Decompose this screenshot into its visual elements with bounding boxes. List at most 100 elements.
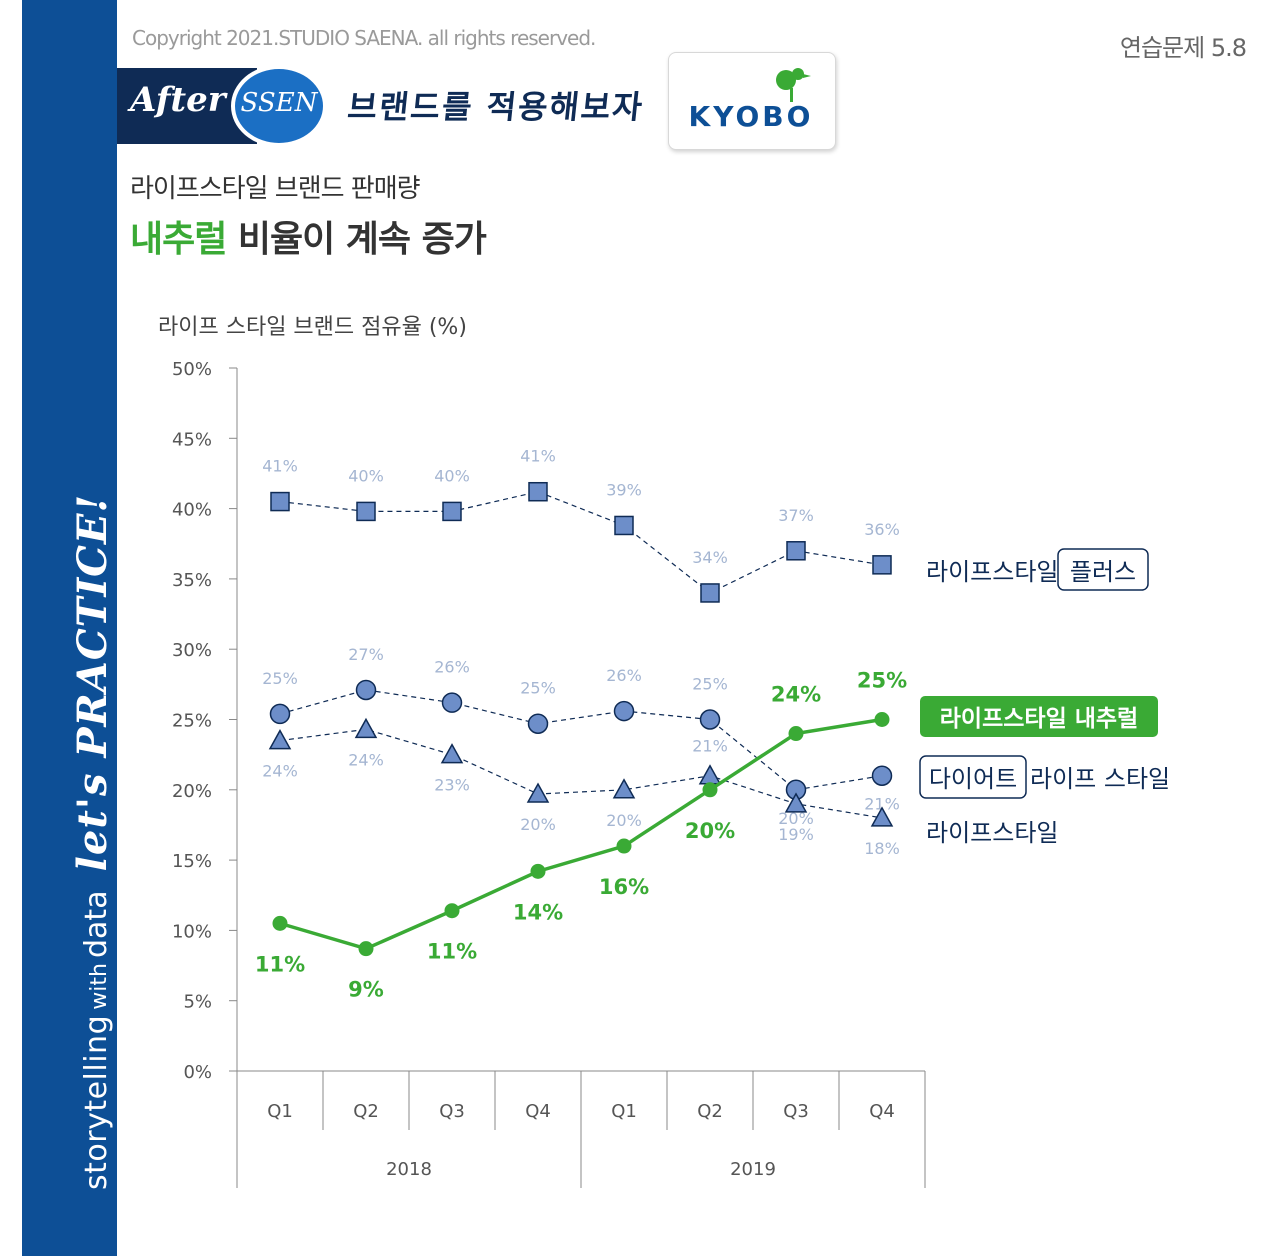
data-point-triangle	[526, 782, 550, 803]
data-point-triangle	[354, 717, 378, 739]
headline-rest: 비율이 계속 증가	[226, 219, 487, 260]
data-label-plus: 39%	[606, 480, 642, 499]
headline-highlight: 내추럴	[130, 219, 227, 260]
series-label-plus: 라이프스타일	[926, 558, 1058, 586]
y-tick-label: 50%	[172, 359, 212, 380]
series-label-plus-box	[1057, 548, 1149, 591]
x-tick-label: Q4	[869, 1101, 895, 1122]
series-label-natural: 라이프스타일 내추럴	[940, 706, 1138, 732]
data-label-natural: 14%	[513, 900, 563, 924]
data-label-natural: 11%	[427, 940, 477, 964]
data-label-natural: 9%	[348, 978, 384, 1002]
ssen-badge	[231, 65, 327, 147]
data-label-lifestyle: 19%	[778, 825, 814, 844]
series-line-plus	[279, 491, 883, 594]
y-tick-label: 15%	[172, 851, 212, 872]
data-point-dot	[272, 915, 288, 931]
data-point-triangle	[612, 778, 636, 799]
data-label-diet: 20%	[778, 809, 814, 828]
data-point-square	[872, 555, 892, 575]
page-headline: 내추럴 비율이 계속 증가	[130, 210, 487, 262]
data-point-triangle	[268, 729, 292, 750]
data-point-circle	[613, 700, 635, 722]
exercise-number: 연습문제 5.8	[1119, 34, 1247, 62]
data-point-triangle	[870, 806, 894, 827]
series-label-natural-pill	[920, 696, 1158, 737]
x-tick-label: Q2	[353, 1101, 379, 1122]
series-label-diet-boxed: 다이어트	[929, 765, 1017, 793]
data-point-dot	[616, 838, 632, 854]
data-point-square	[356, 501, 376, 522]
data-point-circle	[355, 679, 377, 701]
data-label-diet: 26%	[434, 658, 470, 677]
copyright-text: Copyright 2021.STUDIO SAENA. all rights …	[132, 26, 596, 50]
data-label-diet: 25%	[520, 679, 556, 698]
data-point-square	[700, 583, 720, 603]
data-label-diet: 21%	[864, 795, 900, 814]
series-label-diet-box	[919, 755, 1027, 799]
data-label-plus: 34%	[692, 548, 728, 567]
y-tick-label: 45%	[172, 429, 212, 450]
y-tick-label: 35%	[172, 570, 212, 591]
series-label-diet: 라이프 스타일	[1030, 765, 1170, 793]
y-tick-label: 30%	[172, 640, 212, 661]
data-label-diet: 25%	[692, 675, 728, 694]
data-point-square	[270, 491, 290, 512]
data-label-lifestyle: 21%	[692, 737, 728, 756]
data-label-lifestyle: 20%	[520, 815, 556, 834]
data-point-square	[786, 541, 806, 561]
data-label-lifestyle: 20%	[606, 811, 642, 830]
data-label-natural: 16%	[599, 875, 649, 899]
data-label-plus: 37%	[778, 506, 814, 525]
y-tick-label: 0%	[183, 1062, 212, 1083]
y-axis-label: 라이프 스타일 브랜드 점유율 (%)	[158, 315, 467, 340]
x-tick-label: Q4	[525, 1101, 551, 1122]
kyobo-logo	[668, 52, 836, 150]
series-label-lifestyle: 라이프스타일	[926, 819, 1058, 847]
data-point-dot	[530, 863, 546, 879]
kyobo-logo-text: KYOBO	[688, 100, 814, 133]
y-tick-label: 10%	[172, 921, 212, 942]
data-label-natural: 11%	[255, 952, 305, 976]
bird-icon	[776, 68, 811, 102]
data-label-lifestyle: 24%	[348, 750, 384, 769]
data-point-dot	[874, 712, 890, 727]
data-label-diet: 26%	[606, 666, 642, 685]
y-tick-label: 5%	[183, 992, 212, 1013]
y-tick-label: 40%	[172, 500, 212, 521]
data-label-lifestyle: 23%	[434, 776, 470, 795]
data-point-circle	[871, 765, 893, 786]
data-point-circle	[527, 713, 549, 734]
data-point-triangle	[698, 764, 722, 785]
sidebar-band	[22, 0, 117, 1256]
data-point-dot	[702, 782, 718, 798]
data-label-diet: 27%	[348, 645, 384, 664]
x-tick-label: Q3	[439, 1101, 465, 1122]
data-label-plus: 41%	[262, 457, 298, 476]
year-label: 2019	[730, 1159, 776, 1180]
y-tick-label: 20%	[172, 781, 212, 802]
series-line-diet	[279, 689, 883, 791]
data-label-natural: 24%	[771, 683, 821, 707]
data-point-dot	[444, 903, 460, 919]
series-line-natural	[279, 717, 883, 951]
data-label-plus: 36%	[864, 520, 900, 539]
x-tick-label: Q3	[783, 1101, 809, 1122]
page-subtitle: 라이프스타일 브랜드 판매량	[130, 174, 421, 204]
data-label-lifestyle: 18%	[864, 839, 900, 858]
ssen-badge-label: SSEN	[240, 88, 318, 118]
data-point-circle	[441, 692, 463, 713]
data-label-plus: 40%	[434, 466, 470, 485]
data-point-dot	[358, 941, 374, 957]
series-line-lifestyle	[279, 728, 883, 819]
year-label: 2018	[386, 1159, 432, 1180]
data-label-diet: 25%	[262, 669, 298, 688]
x-tick-label: Q2	[697, 1101, 723, 1122]
data-point-triangle	[784, 792, 808, 813]
y-tick-label: 25%	[172, 711, 212, 732]
data-point-dot	[788, 726, 804, 742]
series-label-plus-boxed: 플러스	[1070, 558, 1136, 586]
data-point-square	[442, 501, 462, 522]
x-tick-label: Q1	[267, 1101, 293, 1122]
